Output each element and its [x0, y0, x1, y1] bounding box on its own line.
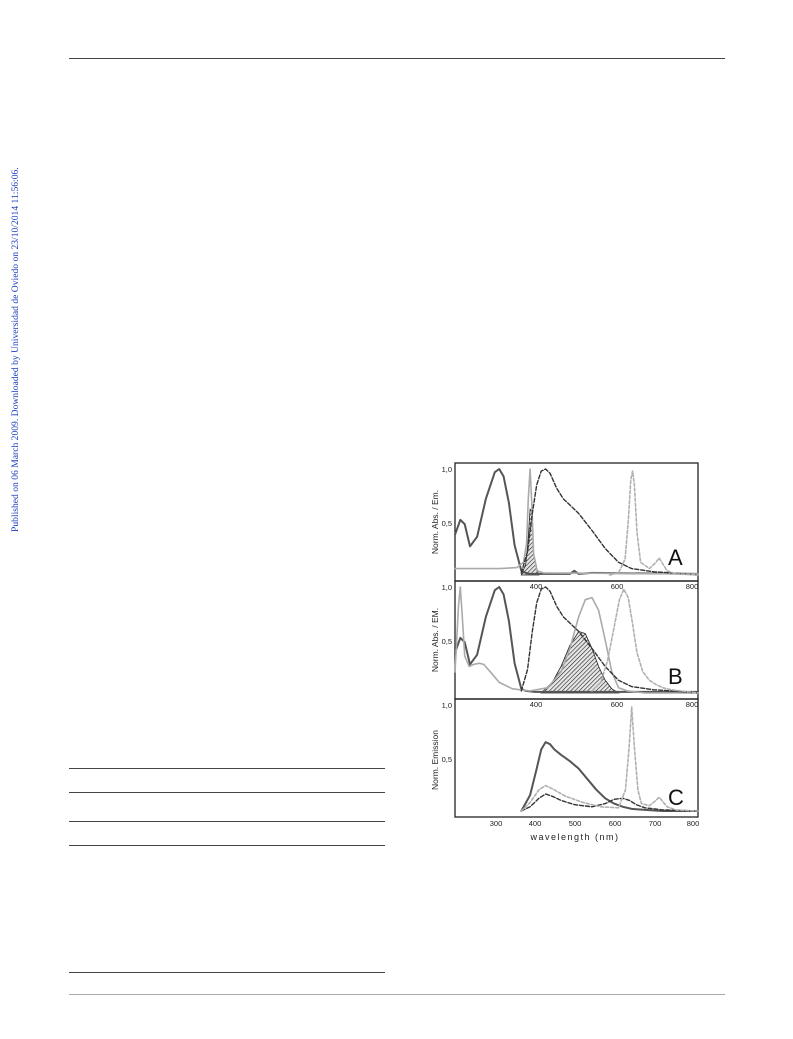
spectrum-line-dark-dashed	[520, 793, 699, 812]
panel-b-ytick-1: 1,0	[442, 583, 452, 592]
panel-b-ytick-2: 0,5	[442, 637, 452, 646]
panel-b-series	[454, 586, 699, 694]
table-body-rule	[69, 821, 385, 822]
panel-c-ytick-1: 1,0	[442, 701, 452, 710]
panel-a-ytick-1: 1,0	[442, 465, 452, 474]
panel-c-xtick-600: 600	[609, 819, 622, 828]
panel-a: A Norm. Abs. / Em. 1,0 0,5 400 600 800	[430, 462, 699, 591]
panel-c-frame	[454, 698, 699, 818]
panel-b-ylabel: Norm. Abs. / EM.	[430, 608, 440, 672]
table-top-rule	[69, 768, 385, 769]
download-note[interactable]: Published on 06 March 2009. Downloaded b…	[10, 167, 21, 532]
spectrum-line-dark-dashed	[520, 468, 699, 576]
footnote-rule	[69, 972, 385, 973]
panel-c-xtick-700: 700	[649, 819, 662, 828]
panel-b: B Norm. Abs. / EM. 1,0 0,5 400 600 800	[430, 580, 699, 709]
panel-c-xtick-300: 300	[490, 819, 503, 828]
spectra-figure: A Norm. Abs. / Em. 1,0 0,5 400 600 800 B…	[420, 455, 710, 855]
panel-c-series	[520, 706, 699, 812]
panel-a-ylabel: Norm. Abs. / Em.	[430, 490, 440, 554]
table-header-rule	[69, 792, 385, 793]
panel-c: C Norm. Emission 1,0 0,5 300 400 500 600…	[430, 698, 700, 842]
panel-b-label: B	[668, 664, 683, 689]
spectrum-line-dark-dashed	[520, 586, 699, 694]
overlap-hatched-area	[540, 631, 620, 694]
panel-a-xtick-600: 600	[611, 582, 624, 591]
panel-a-label: A	[668, 545, 683, 570]
panel-b-overlap-area	[540, 631, 620, 694]
spectrum-line-dark-solid	[454, 468, 699, 575]
spectrum-line-light-dashed	[591, 588, 699, 694]
panel-c-ylabel: Norm. Emission	[430, 730, 440, 790]
spectrum-line-light-solid	[454, 468, 699, 575]
x-axis-label: wavelength (nm)	[529, 832, 619, 842]
panel-b-xtick-400: 400	[530, 700, 543, 709]
spectra-figure-svg: A Norm. Abs. / Em. 1,0 0,5 400 600 800 B…	[430, 462, 700, 842]
panel-b-xtick-600: 600	[611, 700, 624, 709]
panel-a-xtick-400: 400	[530, 582, 543, 591]
panel-b-xtick-800: 800	[686, 700, 699, 709]
panel-a-xtick-800: 800	[686, 582, 699, 591]
spectrum-line-light-dashed	[520, 706, 699, 812]
spectrum-line-dark-solid	[520, 741, 699, 812]
table-bottom-rule	[69, 845, 385, 846]
spectrum-line-light-dashed	[608, 470, 699, 576]
spectrum-line-light-solid	[454, 586, 699, 694]
panel-c-xtick-800: 800	[687, 819, 700, 828]
panel-c-ytick-2: 0,5	[442, 755, 452, 764]
panel-c-label: C	[668, 785, 684, 810]
panel-a-ytick-2: 0,5	[442, 519, 452, 528]
header-rule	[69, 58, 725, 59]
footer-rule	[69, 994, 725, 995]
panel-c-xtick-400: 400	[529, 819, 542, 828]
panel-a-series	[454, 468, 699, 576]
panel-c-xtick-500: 500	[569, 819, 582, 828]
